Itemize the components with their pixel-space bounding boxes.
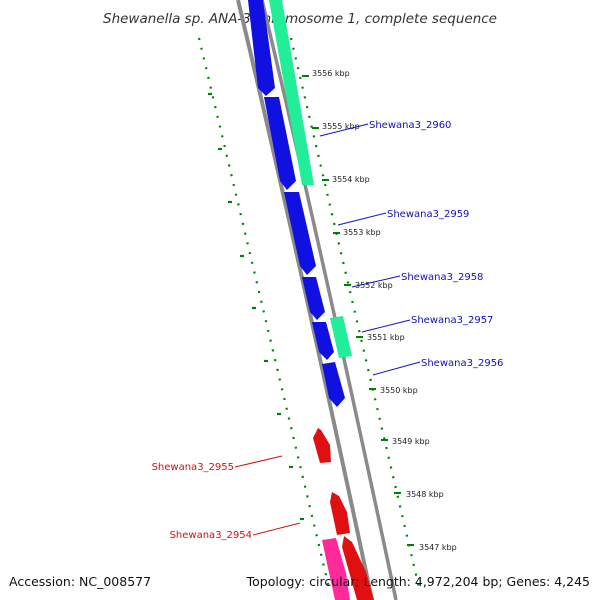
gene-labels: Shewana3_2960 Shewana3_2959 Shewana3_295… [152,120,504,541]
gene-feature-blue-c [284,192,316,275]
gene-label-shewana3-2954[interactable]: Shewana3_2954 [170,530,252,541]
tick-label: 3548 kbp [406,490,444,499]
tick-label: 3549 kbp [392,437,430,446]
tick-label: 3550 kbp [380,386,418,395]
gene-feature-rna-mid [330,316,352,358]
left-major-ticks [208,92,304,521]
tick-label: 3552 kbp [355,281,393,290]
gene-label-shewana3-2956[interactable]: Shewana3_2956 [421,358,503,369]
gene-feature-red-a [313,428,331,463]
gene-feature-pink [322,538,350,600]
gene-feature-blue-b [264,97,296,190]
gene-feature-blue-f [322,362,345,407]
gene-feature-red-c [342,536,374,600]
topology-text: Topology: circular; Length: 4,972,204 bp… [246,574,590,589]
map-title: Shewanella sp. ANA-3 chromosome 1, compl… [103,11,497,27]
tick-label: 3554 kbp [332,175,370,184]
gene-feature-red-b [330,492,350,535]
tick-label: 3556 kbp [312,69,350,78]
gene-features [248,0,374,600]
gene-label-shewana3-2957[interactable]: Shewana3_2957 [411,315,493,326]
chromosome-backbone [236,0,374,600]
tick-label: 3555 kbp [322,122,360,131]
gene-feature-blue-a [248,0,275,96]
tick-label: 3547 kbp [419,543,457,552]
gene-label-shewana3-2955[interactable]: Shewana3_2955 [152,462,234,473]
gene-label-shewana3-2959[interactable]: Shewana3_2959 [387,209,469,220]
gene-label-shewana3-2958[interactable]: Shewana3_2958 [401,272,483,283]
accession-text: Accession: NC_008577 [9,574,151,589]
gene-feature-blue-d [302,277,325,320]
tick-label: 3553 kbp [343,228,381,237]
gene-feature-blue-e [312,322,334,360]
scale-tick-labels: 3556 kbp 3555 kbp 3554 kbp 3553 kbp 3552… [302,69,457,552]
chromosome-backbone-inner [260,0,398,600]
gene-feature-rna-top [269,0,314,185]
gene-label-shewana3-2960[interactable]: Shewana3_2960 [369,120,451,131]
tick-label: 3551 kbp [367,333,405,342]
